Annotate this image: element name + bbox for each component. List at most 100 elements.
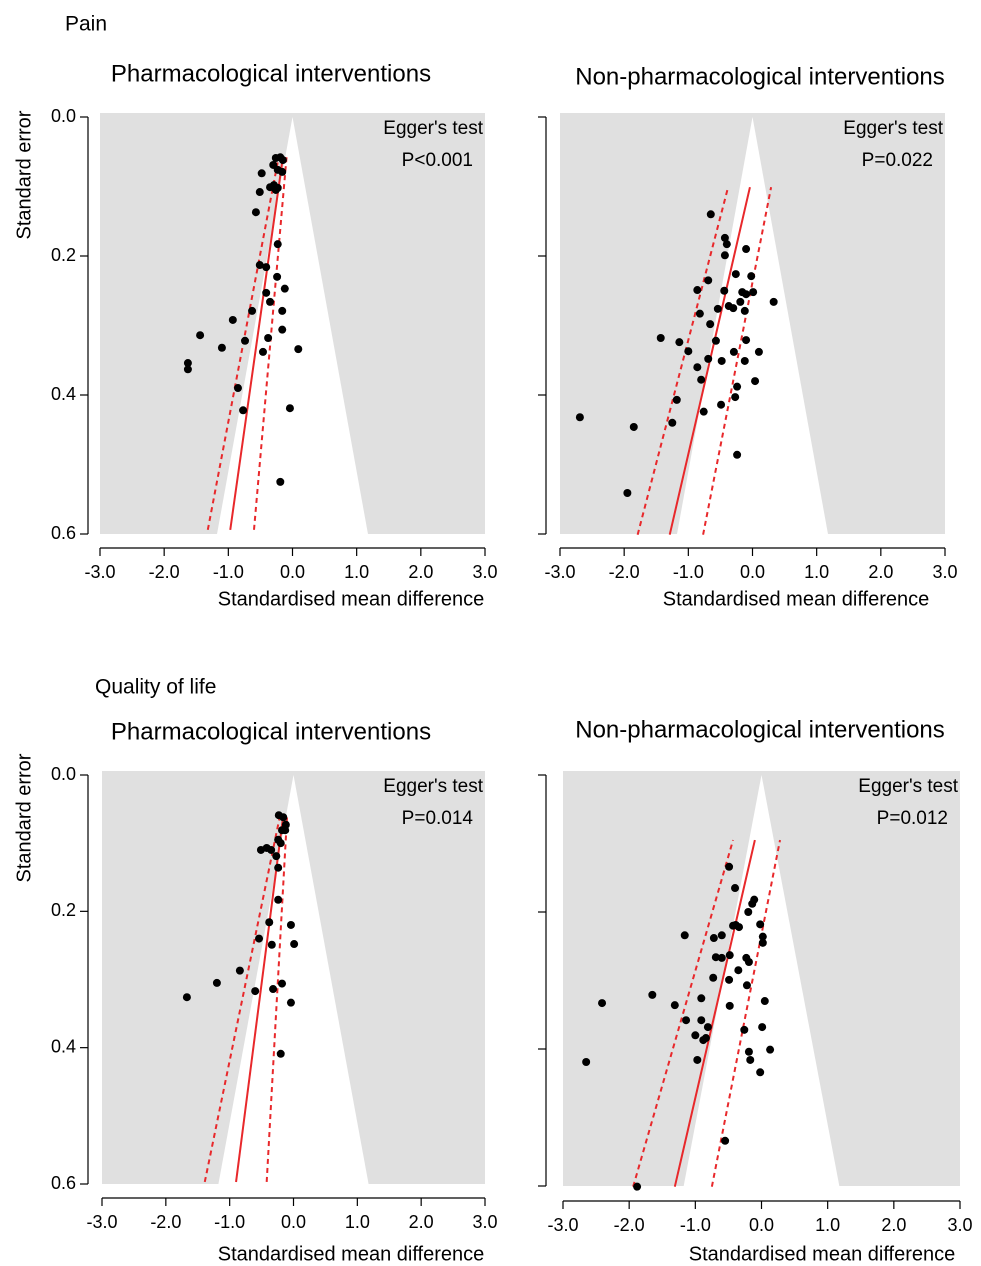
study-point	[648, 990, 657, 999]
study-point	[228, 315, 237, 324]
study-point	[756, 1068, 765, 1077]
study-point	[729, 347, 738, 356]
study-point	[744, 958, 753, 967]
study-point	[740, 306, 749, 315]
annotation: P<0.001	[402, 150, 473, 171]
study-point	[672, 395, 681, 404]
study-point	[746, 1055, 755, 1064]
y-tick-label: 0.2	[51, 245, 76, 265]
study-point	[262, 263, 271, 272]
fit-line	[229, 157, 284, 530]
x-tick-label: 1.0	[804, 562, 829, 582]
study-point	[212, 978, 221, 987]
study-point	[251, 208, 260, 217]
ci-line	[632, 839, 735, 1187]
study-point	[265, 918, 274, 927]
annotation: Egger's test	[383, 776, 483, 797]
study-point	[285, 404, 294, 413]
x-axis-label: Standardised mean difference	[218, 588, 484, 610]
x-tick-label: -3.0	[84, 562, 115, 582]
x-tick-label: -3.0	[86, 1212, 117, 1232]
study-point	[742, 245, 751, 254]
study-point	[744, 1047, 753, 1056]
study-point	[684, 347, 693, 356]
study-point	[271, 185, 280, 194]
study-point	[731, 270, 740, 279]
study-point	[598, 999, 607, 1008]
study-point	[758, 932, 767, 941]
study-point	[704, 276, 713, 285]
study-point	[281, 826, 290, 835]
x-tick-label: 2.0	[868, 562, 893, 582]
y-tick-label: 0.6	[51, 523, 76, 543]
ci-line	[265, 815, 289, 1183]
study-point	[740, 1025, 749, 1034]
study-point	[274, 863, 283, 872]
study-point	[255, 188, 264, 197]
annotation: P=0.014	[402, 808, 474, 829]
study-point	[656, 334, 665, 343]
study-point	[290, 940, 299, 949]
study-point	[575, 413, 584, 422]
study-point	[725, 862, 734, 871]
x-tick-label: -2.0	[609, 562, 640, 582]
y-tick-label: 0.0	[51, 764, 76, 784]
x-tick-label: 1.0	[815, 1215, 840, 1235]
study-point	[280, 284, 289, 293]
title: Pharmacological interventions	[111, 60, 431, 87]
study-point	[751, 377, 760, 386]
x-tick-label: -1.0	[673, 562, 704, 582]
study-point	[706, 210, 715, 219]
section-title: Quality of life	[95, 676, 216, 699]
x-tick-label: -3.0	[547, 1215, 578, 1235]
x-tick-label: -2.0	[149, 562, 180, 582]
x-tick-label: 3.0	[472, 562, 497, 582]
study-point	[720, 251, 729, 260]
study-point	[731, 884, 740, 893]
study-point	[769, 297, 778, 306]
study-point	[709, 973, 718, 982]
study-point	[717, 400, 726, 409]
funnel	[683, 775, 840, 1186]
study-point	[720, 286, 729, 295]
study-point	[286, 998, 295, 1007]
study-point	[699, 1036, 708, 1045]
study-point	[675, 338, 684, 347]
study-point	[183, 359, 192, 368]
study-point	[278, 979, 287, 988]
study-point	[279, 813, 288, 822]
study-point	[731, 393, 740, 402]
study-point	[233, 384, 242, 393]
study-point	[697, 1016, 706, 1025]
study-point	[255, 261, 264, 270]
study-point	[251, 987, 260, 996]
study-point	[276, 839, 285, 848]
ci-line	[636, 186, 730, 535]
x-tick-label: 3.0	[472, 1212, 497, 1232]
title: Pharmacological interventions	[111, 718, 431, 745]
study-point	[754, 347, 763, 356]
y-tick-label: 0.2	[51, 900, 76, 920]
title: Non-pharmacological interventions	[575, 63, 945, 90]
study-point	[736, 297, 745, 306]
x-tick-label: -3.0	[544, 562, 575, 582]
annotation: Egger's test	[383, 118, 483, 139]
study-point	[760, 997, 769, 1006]
x-tick-label: 3.0	[947, 1215, 972, 1235]
x-axis-label: Standardised mean difference	[689, 1243, 955, 1265]
y-tick-label: 0.4	[51, 384, 76, 404]
study-point	[274, 895, 283, 904]
y-axis-label: Standard error	[13, 110, 35, 239]
study-point	[699, 407, 708, 416]
x-tick-label: 0.0	[280, 562, 305, 582]
study-point	[273, 240, 282, 249]
study-point	[742, 981, 751, 990]
x-tick-label: 3.0	[932, 562, 957, 582]
study-point	[257, 169, 266, 178]
study-point	[183, 365, 192, 374]
study-point	[758, 938, 767, 947]
x-tick-label: 0.0	[749, 1215, 774, 1235]
study-point	[273, 272, 282, 281]
study-point	[266, 297, 275, 306]
annotation: Egger's test	[843, 118, 943, 139]
